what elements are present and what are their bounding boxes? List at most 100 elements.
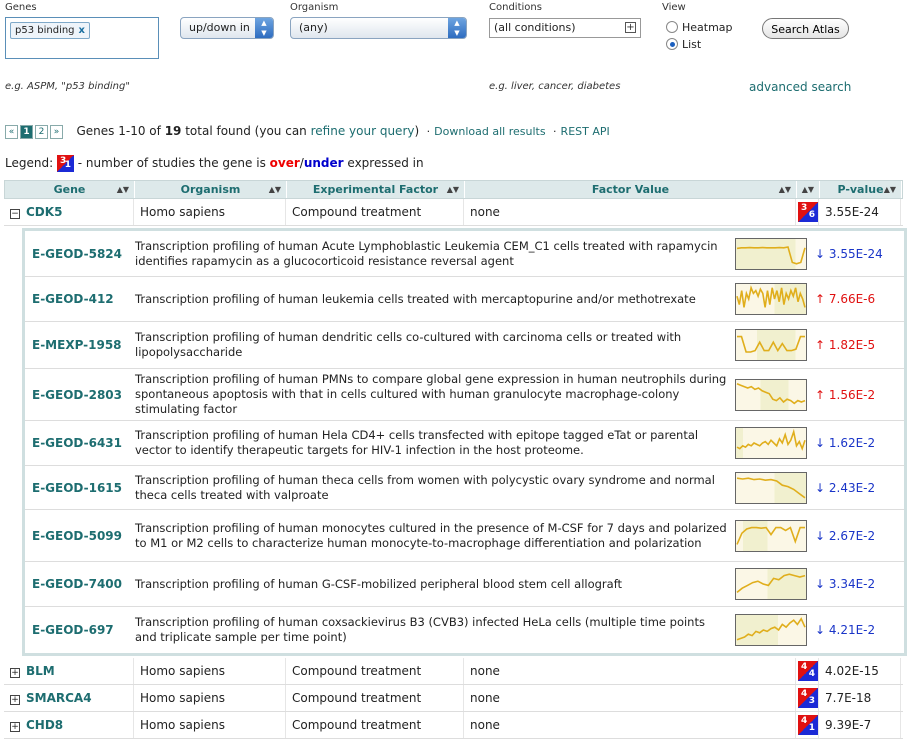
expression-sparkline[interactable] — [731, 277, 811, 321]
search-atlas-button[interactable]: Search Atlas — [762, 18, 849, 39]
expression-sparkline[interactable] — [731, 231, 811, 276]
expression-sparkline[interactable] — [731, 607, 811, 653]
sparkline-line — [736, 573, 806, 594]
organism-label: Organism — [290, 2, 339, 13]
table-row[interactable]: + SMARCA4 Homo sapiens Compound treatment no… — [4, 685, 903, 712]
experiment-row[interactable]: E-GEOD-2803 Transcription profiling of hu… — [25, 369, 904, 421]
sparkline-chart — [735, 283, 807, 315]
sparkline-highlight — [736, 428, 743, 458]
experiment-accession-link[interactable]: E-GEOD-2803 — [32, 387, 122, 402]
expression-sparkline[interactable] — [731, 322, 811, 368]
expression-sparkline[interactable] — [731, 369, 811, 420]
expression-sparkline[interactable] — [731, 510, 811, 561]
experiment-row[interactable]: E-GEOD-6431 Transcription profiling of hu… — [25, 421, 904, 466]
experiment-row[interactable]: E-GEOD-412 Transcription profiling of hum… — [25, 277, 904, 322]
collapse-icon[interactable]: − — [10, 209, 20, 219]
col-organism-header[interactable]: Organism ▲▼ — [135, 181, 287, 198]
expression-sparkline[interactable] — [731, 562, 811, 606]
separator: · — [553, 125, 557, 138]
experiment-accession-link[interactable]: E-GEOD-412 — [32, 292, 114, 306]
next-page-button[interactable]: » — [50, 125, 63, 139]
col-value-header[interactable]: Factor Value ▲▼ — [465, 181, 797, 198]
conditions-example: e.g. liver, cancer, diabetes — [489, 81, 621, 92]
experiment-accession-link[interactable]: E-GEOD-1615 — [32, 480, 122, 495]
expand-conditions-icon[interactable]: + — [625, 22, 636, 33]
expand-icon[interactable]: + — [10, 722, 20, 732]
gene-name[interactable]: SMARCA4 — [26, 691, 92, 705]
col-factor-header[interactable]: Experimental Factor ▲▼ — [287, 181, 465, 198]
experiment-row[interactable]: E-GEOD-1615 Transcription profiling of hu… — [25, 466, 904, 510]
updown-select[interactable]: up/down in ▲ ▼ — [180, 17, 274, 39]
col-studies-header[interactable]: ▲▼ — [797, 181, 820, 198]
sort-icon: ▲▼ — [778, 185, 791, 194]
experiment-description: Transcription profiling of human leukemi… — [135, 291, 696, 306]
experiment-accession-link[interactable]: E-GEOD-5824 — [32, 246, 122, 261]
download-results-link[interactable]: Download all results — [434, 125, 546, 138]
organism-select[interactable]: (any) ▲ ▼ — [290, 17, 467, 39]
value-cell: none — [464, 712, 796, 738]
experiment-row[interactable]: E-MEXP-1958 Transcription profiling of hu… — [25, 322, 904, 369]
factor-cell: Compound treatment — [286, 199, 464, 225]
sparkline-chart — [735, 237, 807, 270]
sort-icon: ▲▼ — [883, 185, 896, 194]
genes-input[interactable]: p53 binding x — [5, 17, 159, 59]
gene-cell[interactable]: + CHD8 — [4, 712, 134, 738]
advanced-search-link[interactable]: advanced search — [749, 80, 852, 94]
experiment-row[interactable]: E-GEOD-697 Transcription profiling of hum… — [25, 607, 904, 653]
experiment-accession-link[interactable]: E-GEOD-5099 — [32, 528, 122, 543]
gene-token[interactable]: p53 binding x — [10, 22, 90, 39]
table-row[interactable]: − CDK5 Homo sapiens Compound treatment no… — [4, 199, 903, 226]
prev-page-button[interactable]: « — [5, 125, 18, 139]
experiment-accession-link[interactable]: E-MEXP-1958 — [32, 338, 122, 352]
experiments-panel: E-GEOD-5824 Transcription profiling of hu… — [22, 228, 907, 656]
page-1-button[interactable]: 1 — [20, 125, 33, 139]
refine-query-link[interactable]: refine your query — [310, 124, 415, 138]
expand-icon[interactable]: + — [10, 695, 20, 705]
page-2-button[interactable]: 2 — [35, 125, 48, 139]
gene-name[interactable]: BLM — [26, 664, 55, 678]
col-pvalue-header[interactable]: P-value ▲▼ — [820, 181, 902, 198]
experiment-accession-link[interactable]: E-GEOD-6431 — [32, 436, 122, 450]
experiment-pvalue: ↓ 2.67E-2 — [815, 528, 876, 543]
sparkline-line — [736, 476, 806, 498]
genes-label: Genes — [5, 2, 37, 13]
experiment-row[interactable]: E-GEOD-7400 Transcription profiling of hu… — [25, 562, 904, 607]
table-row[interactable]: + CHD8 Homo sapiens Compound treatment none 4… — [4, 712, 903, 739]
experiment-pvalue: ↓ 3.55E-24 — [815, 246, 883, 261]
sparkline-highlight — [736, 238, 796, 269]
expression-sparkline[interactable] — [731, 466, 811, 509]
pvalue-cell: 3.55E-24 — [819, 199, 901, 225]
view-heatmap-radio[interactable]: Heatmap — [666, 21, 733, 34]
gene-cell[interactable]: + BLM — [4, 658, 134, 684]
separator: · — [426, 125, 431, 138]
experiment-pvalue: ↑ 1.82E-5 — [815, 338, 876, 352]
expression-sparkline[interactable] — [731, 421, 811, 465]
conditions-input[interactable]: (all conditions) + — [489, 18, 641, 38]
updown-value: up/down in — [189, 21, 250, 34]
rest-api-link[interactable]: REST API — [560, 125, 610, 138]
view-list-radio[interactable]: List — [666, 38, 701, 51]
experiment-description: Transcription profiling of human coxsack… — [135, 615, 705, 644]
gene-name[interactable]: CDK5 — [26, 205, 63, 219]
expand-icon[interactable]: + — [10, 668, 20, 678]
gene-cell[interactable]: − CDK5 — [4, 199, 134, 225]
view-heatmap-label: Heatmap — [682, 21, 733, 34]
experiment-description: Transcription profiling of human G-CSF-m… — [135, 576, 623, 591]
sparkline-chart — [735, 427, 807, 459]
sparkline-line — [737, 335, 805, 353]
experiment-row[interactable]: E-GEOD-5824 Transcription profiling of hu… — [25, 231, 904, 277]
gene-cell[interactable]: + SMARCA4 — [4, 685, 134, 711]
col-gene-header[interactable]: Gene ▲▼ — [5, 181, 135, 198]
down-count: 3 — [808, 696, 815, 706]
experiment-accession-link[interactable]: E-GEOD-7400 — [32, 577, 122, 591]
gene-name[interactable]: CHD8 — [26, 718, 64, 732]
table-row[interactable]: + BLM Homo sapiens Compound treatment none 4 4… — [4, 658, 903, 685]
sort-icon: ▲▼ — [446, 185, 459, 194]
experiment-row[interactable]: E-GEOD-5099 Transcription profiling of hu… — [25, 510, 904, 562]
factor-cell: Compound treatment — [286, 712, 464, 738]
remove-token-icon[interactable]: x — [78, 25, 85, 36]
experiment-accession-link[interactable]: E-GEOD-697 — [32, 623, 114, 637]
